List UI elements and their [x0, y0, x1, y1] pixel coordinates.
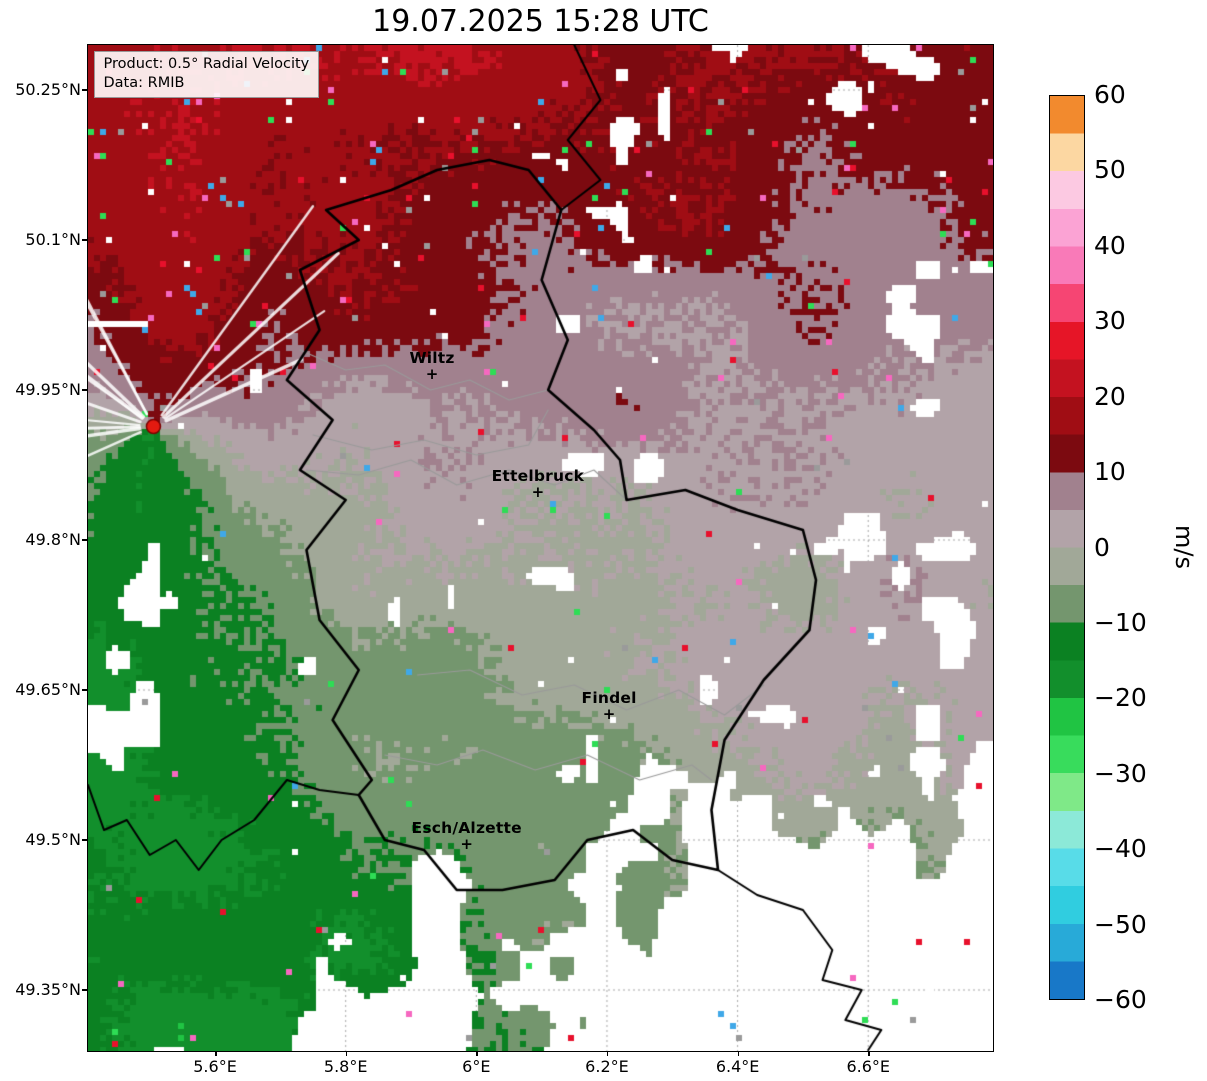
y-tick-mark — [82, 839, 87, 841]
data-source-line: Data: RMIB — [103, 74, 185, 91]
colorbar-tick-label: −30 — [1094, 758, 1147, 788]
radar-velocity-map-canvas — [87, 44, 993, 1051]
colorbar-tick-label: −40 — [1094, 834, 1147, 864]
y-tick-mark — [82, 989, 87, 991]
x-tick-mark — [737, 1051, 740, 1056]
y-tick-mark — [82, 539, 87, 541]
city-marker: + — [460, 834, 473, 853]
y-tick-mark — [82, 689, 87, 691]
city-marker: + — [425, 364, 439, 383]
colorbar — [1049, 95, 1085, 1000]
city-label: Esch/Alzette — [411, 818, 522, 837]
y-tick-label: 50.1°N — [25, 230, 81, 249]
colorbar-tick-label: 50 — [1094, 155, 1126, 185]
x-tick-label: 6°E — [462, 1057, 491, 1076]
product-info-line: Product: 0.5° Radial Velocity — [103, 55, 310, 72]
product-info-box: Product: 0.5° Radial Velocity Data: RMIB — [93, 50, 320, 98]
figure-title: 19.07.2025 15:28 UTC — [372, 4, 709, 39]
city-label: Findel — [581, 688, 637, 707]
y-tick-label: 49.95°N — [15, 380, 81, 399]
city-marker: + — [602, 704, 616, 723]
y-tick-label: 49.35°N — [15, 980, 81, 999]
y-tick-label: 49.8°N — [25, 530, 81, 549]
y-tick-label: 49.5°N — [25, 830, 81, 849]
x-tick-mark — [476, 1051, 478, 1056]
colorbar-tick-label: −50 — [1094, 909, 1147, 939]
colorbar-tick-label: 10 — [1094, 457, 1126, 487]
colorbar-unit-label: m/s — [1170, 525, 1198, 569]
y-tick-mark — [82, 239, 87, 241]
x-tick-mark — [215, 1051, 217, 1056]
colorbar-tick-label: 60 — [1094, 80, 1126, 109]
colorbar-tick-label: 30 — [1094, 306, 1126, 336]
y-tick-mark — [82, 89, 87, 91]
colorbar-tick-label: −20 — [1094, 683, 1147, 713]
colorbar-tick-label: 0 — [1094, 532, 1110, 562]
colorbar-tick-label: 40 — [1094, 230, 1126, 260]
x-tick-mark — [345, 1051, 348, 1056]
x-tick-mark — [606, 1051, 609, 1056]
colorbar-tick-label: 20 — [1094, 381, 1126, 411]
y-tick-mark — [82, 389, 87, 391]
x-tick-label: 5.8°E — [323, 1057, 368, 1076]
map-plot-area: Product: 0.5° Radial Velocity Data: RMIB… — [86, 43, 994, 1052]
y-tick-label: 50.25°N — [15, 80, 81, 99]
x-tick-mark — [868, 1051, 870, 1056]
x-tick-label: 6.2°E — [585, 1057, 629, 1076]
colorbar-tick-label: −10 — [1094, 607, 1147, 637]
city-marker: + — [531, 482, 545, 501]
x-tick-label: 6.6°E — [846, 1057, 891, 1076]
x-tick-label: 6.4°E — [715, 1057, 760, 1076]
x-tick-label: 5.6°E — [193, 1057, 237, 1076]
y-tick-label: 49.65°N — [15, 680, 81, 699]
city-label: Ettelbruck — [491, 466, 585, 485]
city-label: Wiltz — [409, 348, 455, 367]
colorbar-tick-label: −60 — [1094, 985, 1147, 1014]
